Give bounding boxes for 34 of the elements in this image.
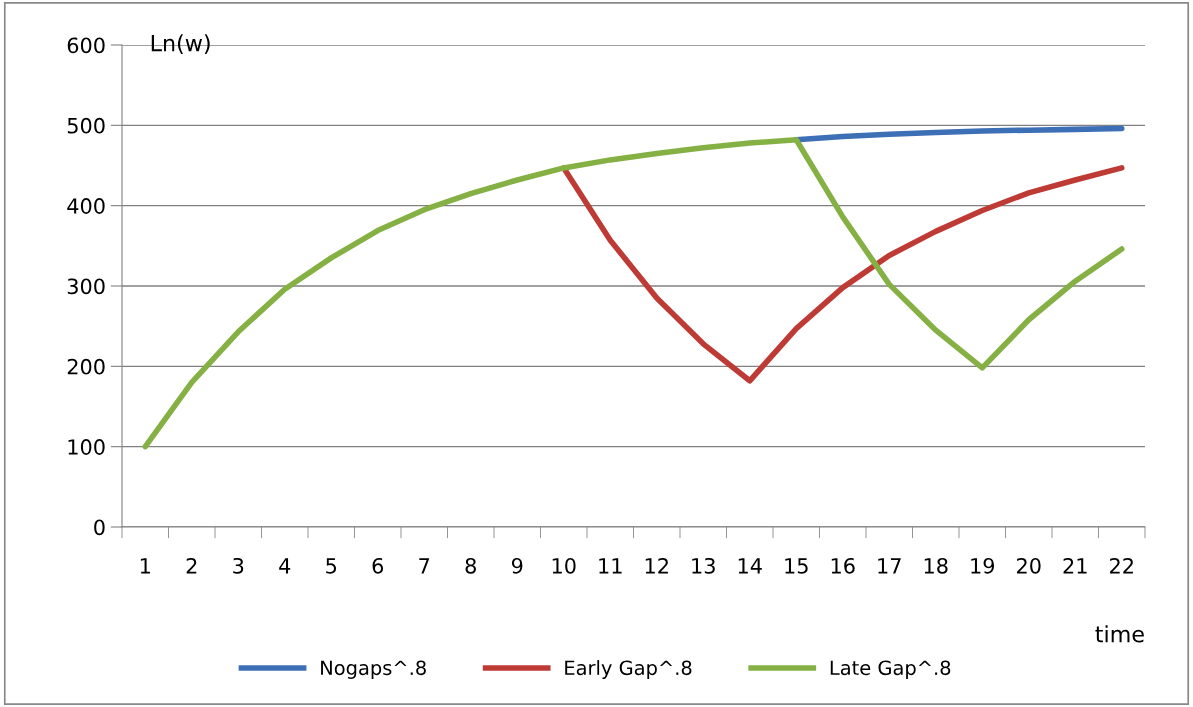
- x-tick-label: 8: [465, 557, 476, 574]
- x-tick-label: 5: [326, 558, 337, 574]
- x-tick-label: 9: [511, 557, 523, 574]
- x-tick-label: 4: [279, 558, 291, 574]
- x-tick-label: 11: [599, 558, 622, 574]
- x-tick-label: 17: [878, 558, 901, 574]
- y-tick-label: 0: [94, 519, 105, 536]
- x-tick-label: 1: [140, 558, 150, 574]
- x-tick-label: 2: [186, 557, 197, 574]
- x-tick-label: 21: [1063, 557, 1087, 574]
- x-tick-label: 3: [233, 557, 244, 574]
- x-tick-label: 15: [785, 558, 808, 574]
- x-tick-label: 18: [924, 557, 948, 574]
- x-tick-label: 12: [645, 557, 668, 574]
- y-tick-label: 400: [67, 198, 105, 214]
- legend-label: Early Gap^.8: [565, 660, 692, 679]
- x-tick-label: 19: [971, 557, 995, 574]
- x-tick-label: 6: [372, 557, 384, 574]
- x-tick-label: 13: [692, 557, 715, 574]
- y-tick-label: 200: [67, 358, 105, 375]
- x-tick-label: 14: [738, 558, 762, 574]
- legend-label: Late Gap^.8: [830, 660, 951, 679]
- x-tick-label: 16: [831, 557, 855, 574]
- y-tick-label: 500: [67, 117, 105, 134]
- legend-label: Nogaps^.8: [321, 660, 426, 679]
- x-tick-label: 20: [1017, 557, 1041, 574]
- x-axis-title: time: [1095, 625, 1144, 643]
- x-tick-label: 22: [1110, 557, 1133, 574]
- x-tick-label: 7: [419, 558, 430, 574]
- y-tick-label: 600: [67, 37, 105, 54]
- y-axis-title: Ln(w): [151, 34, 210, 55]
- y-tick-label: 100: [68, 439, 105, 455]
- y-tick-label: 300: [67, 278, 105, 295]
- x-tick-label: 10: [552, 557, 576, 574]
